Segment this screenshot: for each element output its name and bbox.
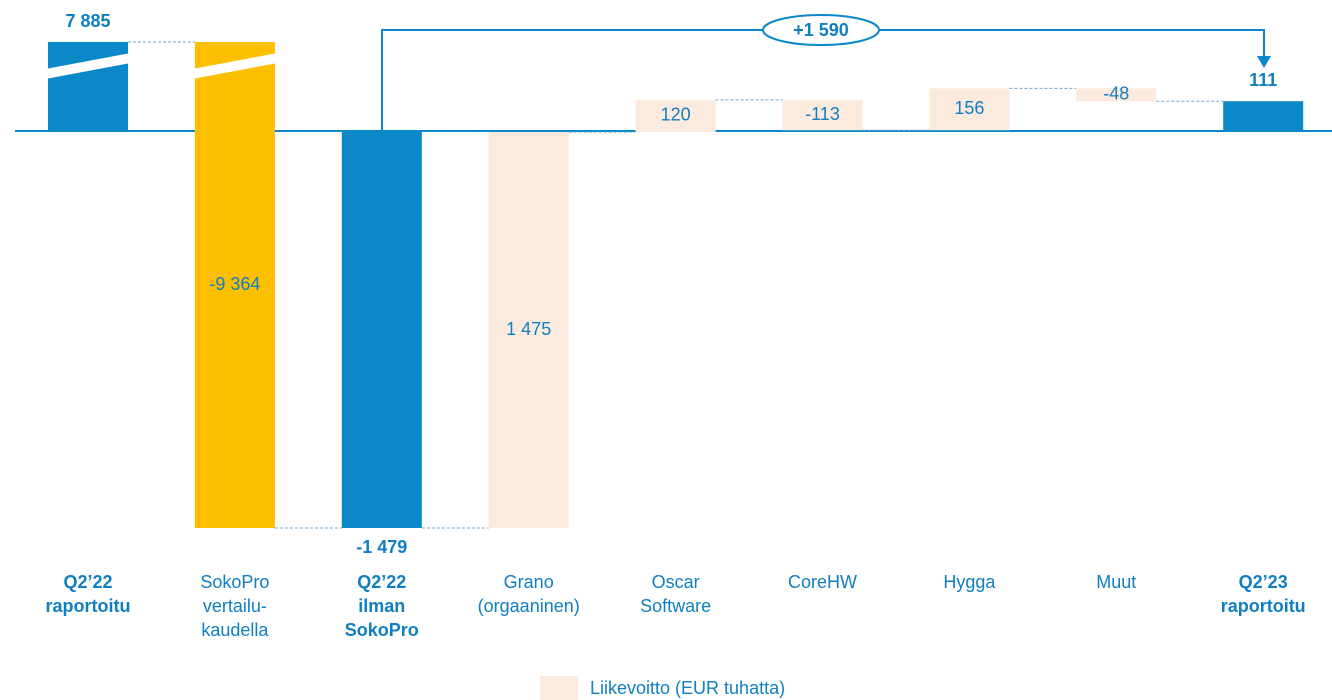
bar <box>782 99 863 131</box>
value-label: 1 475 <box>506 319 551 339</box>
bar <box>48 42 128 131</box>
x-tick-label: raportoitu <box>46 596 131 616</box>
annotation: +1 590 <box>793 20 849 40</box>
value-label: -9 364 <box>209 274 260 294</box>
bar <box>341 131 422 528</box>
x-tick-label: ilman <box>358 596 405 616</box>
x-tick-label: kaudella <box>201 620 269 640</box>
value-label: 156 <box>954 98 984 118</box>
x-tick-label: Q2’22 <box>63 572 112 592</box>
x-tick-label: Software <box>640 596 711 616</box>
x-tick-label: SokoPro <box>200 572 269 592</box>
legend-label: Liikevoitto (EUR tuhatta) <box>590 678 785 698</box>
x-tick-label: CoreHW <box>788 572 857 592</box>
x-tick-label: Oscar <box>652 572 700 592</box>
bar <box>929 88 1010 131</box>
axis-break <box>186 52 283 80</box>
value-label: 111 <box>1249 70 1277 90</box>
value-label: -113 <box>805 104 840 124</box>
value-label: -1 479 <box>356 537 407 557</box>
x-tick-label: Grano <box>504 572 554 592</box>
value-label: -48 <box>1103 84 1129 104</box>
x-tick-label: (orgaaninen) <box>478 596 580 616</box>
x-tick-label: Q2’22 <box>357 572 406 592</box>
x-tick-label: Q2’23 <box>1239 572 1288 592</box>
annotation-oval <box>762 14 880 46</box>
value-label: 7 885 <box>65 11 110 31</box>
arrow-head <box>1257 56 1271 68</box>
bar <box>1076 88 1157 102</box>
x-tick-label: SokoPro <box>345 620 419 640</box>
value-label: 120 <box>661 105 691 125</box>
x-tick-label: Muut <box>1096 572 1136 592</box>
x-tick-label: raportoitu <box>1221 596 1306 616</box>
legend-swatch <box>540 676 578 700</box>
bar <box>488 132 569 528</box>
x-tick-label: Hygga <box>943 572 996 592</box>
bar <box>635 99 716 133</box>
x-tick-label: vertailu- <box>203 596 267 616</box>
axis-break <box>40 52 136 80</box>
bar <box>194 42 275 528</box>
bar <box>1223 101 1304 131</box>
